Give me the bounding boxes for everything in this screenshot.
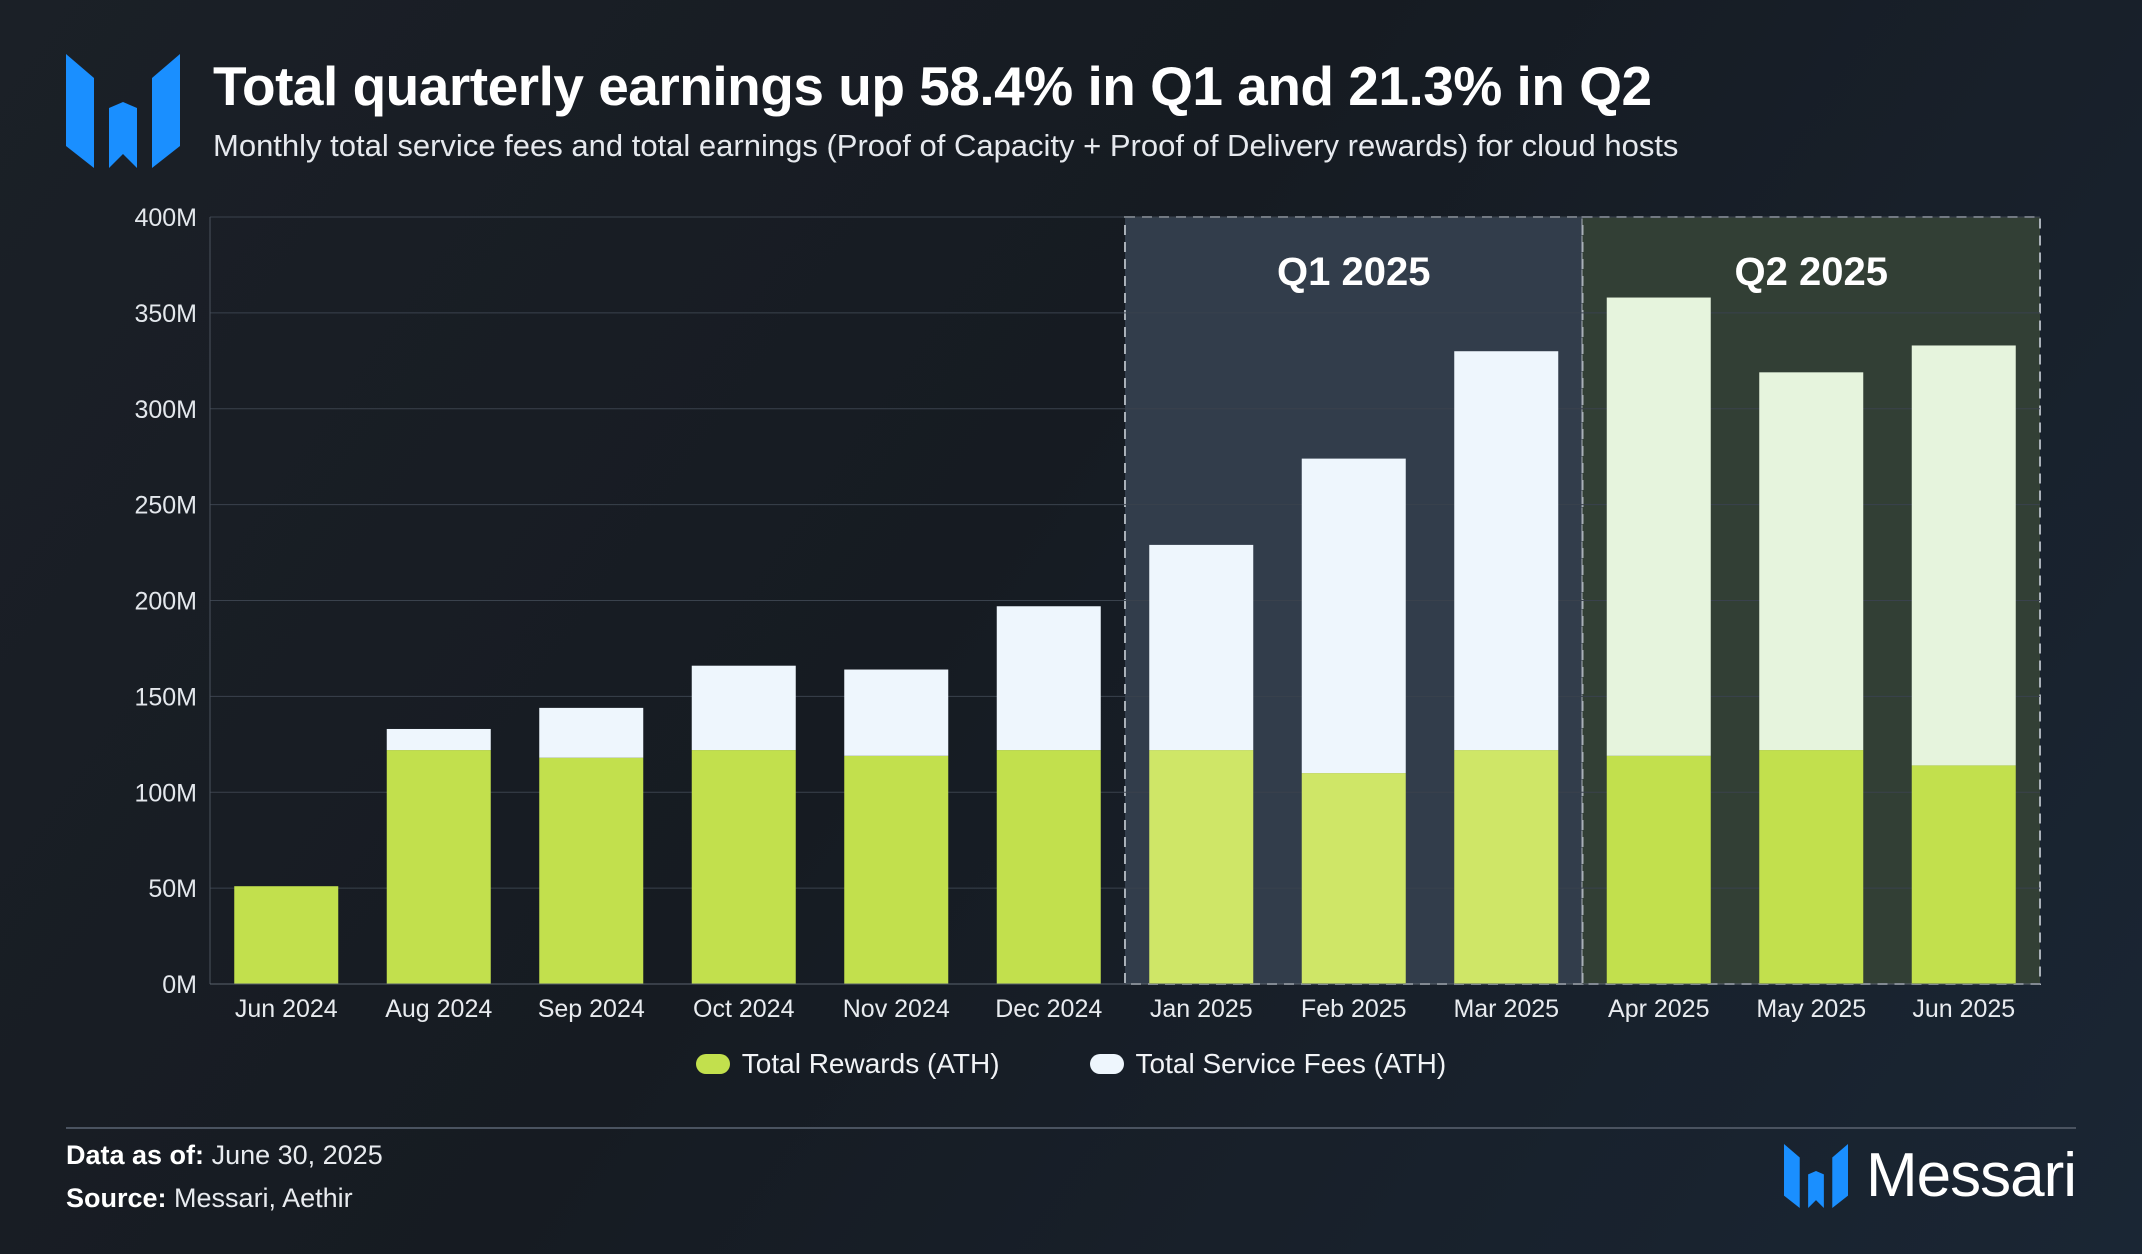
y-tick-label: 150M	[134, 683, 197, 711]
x-tick-label: Apr 2025	[1608, 995, 1709, 1023]
legend-label-fees: Total Service Fees (ATH)	[1135, 1048, 1447, 1079]
bar-service-fees-oct-2024	[691, 665, 796, 751]
y-tick-label: 250M	[134, 492, 197, 520]
data-date-line: Data as of: June 30, 2025	[66, 1140, 383, 1171]
data-date-value: June 30, 2025	[211, 1140, 383, 1170]
bar-service-fees-apr-2025	[1606, 297, 1711, 756]
bar-service-fees-feb-2025	[1301, 458, 1406, 774]
bar-rewards-apr-2025	[1606, 755, 1711, 984]
x-tick-label: Jun 2025	[1912, 995, 2015, 1023]
data-date-label: Data as of:	[66, 1140, 205, 1170]
highlight-label-q1-2025: Q1 2025	[1277, 250, 1430, 294]
bar-rewards-may-2025	[1759, 750, 1864, 984]
legend-swatch-fees	[1089, 1054, 1124, 1074]
y-tick-label: 50M	[148, 875, 197, 903]
messari-logo-icon	[66, 54, 180, 168]
x-tick-label: Jun 2024	[235, 995, 338, 1023]
legend-item-rewards: Total Rewards (ATH)	[695, 1048, 1000, 1080]
x-tick-label: Oct 2024	[693, 995, 795, 1023]
bar-rewards-nov-2024	[844, 755, 949, 984]
chart-title: Total quarterly earnings up 58.4% in Q1 …	[213, 55, 1652, 117]
chart-legend: Total Rewards (ATH) Total Service Fees (…	[0, 1048, 2142, 1080]
y-tick-label: 400M	[134, 204, 197, 232]
bar-rewards-jun-2025	[1911, 765, 2016, 984]
x-tick-label: Feb 2025	[1301, 995, 1407, 1023]
bar-service-fees-jan-2025	[1149, 544, 1254, 751]
bar-rewards-jun-2024	[234, 886, 339, 984]
y-tick-label: 0M	[162, 971, 197, 999]
bar-service-fees-jun-2025	[1911, 345, 2016, 766]
bar-rewards-oct-2024	[691, 750, 796, 984]
bar-rewards-feb-2025	[1301, 773, 1406, 984]
bar-rewards-jan-2025	[1149, 750, 1254, 984]
bar-service-fees-mar-2025	[1454, 351, 1559, 751]
x-tick-label: Aug 2024	[385, 995, 492, 1023]
x-tick-label: Nov 2024	[843, 995, 950, 1023]
chart-subtitle: Monthly total service fees and total ear…	[213, 128, 1679, 163]
messari-brand-icon	[1783, 1143, 1848, 1208]
footer-divider	[66, 1127, 2076, 1129]
bar-service-fees-dec-2024	[996, 606, 1101, 751]
bar-service-fees-nov-2024	[844, 669, 949, 756]
bar-service-fees-may-2025	[1759, 372, 1864, 751]
highlight-label-q2-2025: Q2 2025	[1735, 250, 1888, 294]
bar-rewards-aug-2024	[386, 750, 491, 984]
bar-rewards-sep-2024	[539, 757, 644, 984]
source-line: Source: Messari, Aethir	[66, 1183, 353, 1214]
source-label: Source:	[66, 1183, 167, 1213]
source-value: Messari, Aethir	[174, 1183, 353, 1213]
y-tick-label: 300M	[134, 396, 197, 424]
y-tick-label: 100M	[134, 779, 197, 807]
bar-rewards-dec-2024	[996, 750, 1101, 984]
bar-service-fees-sep-2024	[539, 707, 644, 758]
legend-label-rewards: Total Rewards (ATH)	[741, 1048, 1000, 1079]
x-tick-label: Jan 2025	[1150, 995, 1253, 1023]
brand-name: Messari	[1865, 1141, 2077, 1210]
y-tick-label: 200M	[134, 588, 197, 616]
legend-item-fees: Total Service Fees (ATH)	[1089, 1048, 1447, 1080]
x-tick-label: Dec 2024	[995, 995, 1102, 1023]
stacked-bar-chart: 0M 50M 100M 150M 200M 250M 300M 350M 400M Q1 2025…	[134, 204, 2041, 1023]
bar-rewards-mar-2025	[1454, 750, 1559, 984]
x-tick-label: Sep 2024	[538, 995, 645, 1023]
y-tick-label: 350M	[134, 300, 197, 328]
brand-lockup: Messari	[1783, 1140, 2077, 1211]
bar-service-fees-aug-2024	[386, 728, 491, 751]
x-tick-label: May 2025	[1756, 995, 1866, 1023]
legend-swatch-rewards	[695, 1054, 730, 1074]
x-tick-label: Mar 2025	[1453, 995, 1559, 1023]
